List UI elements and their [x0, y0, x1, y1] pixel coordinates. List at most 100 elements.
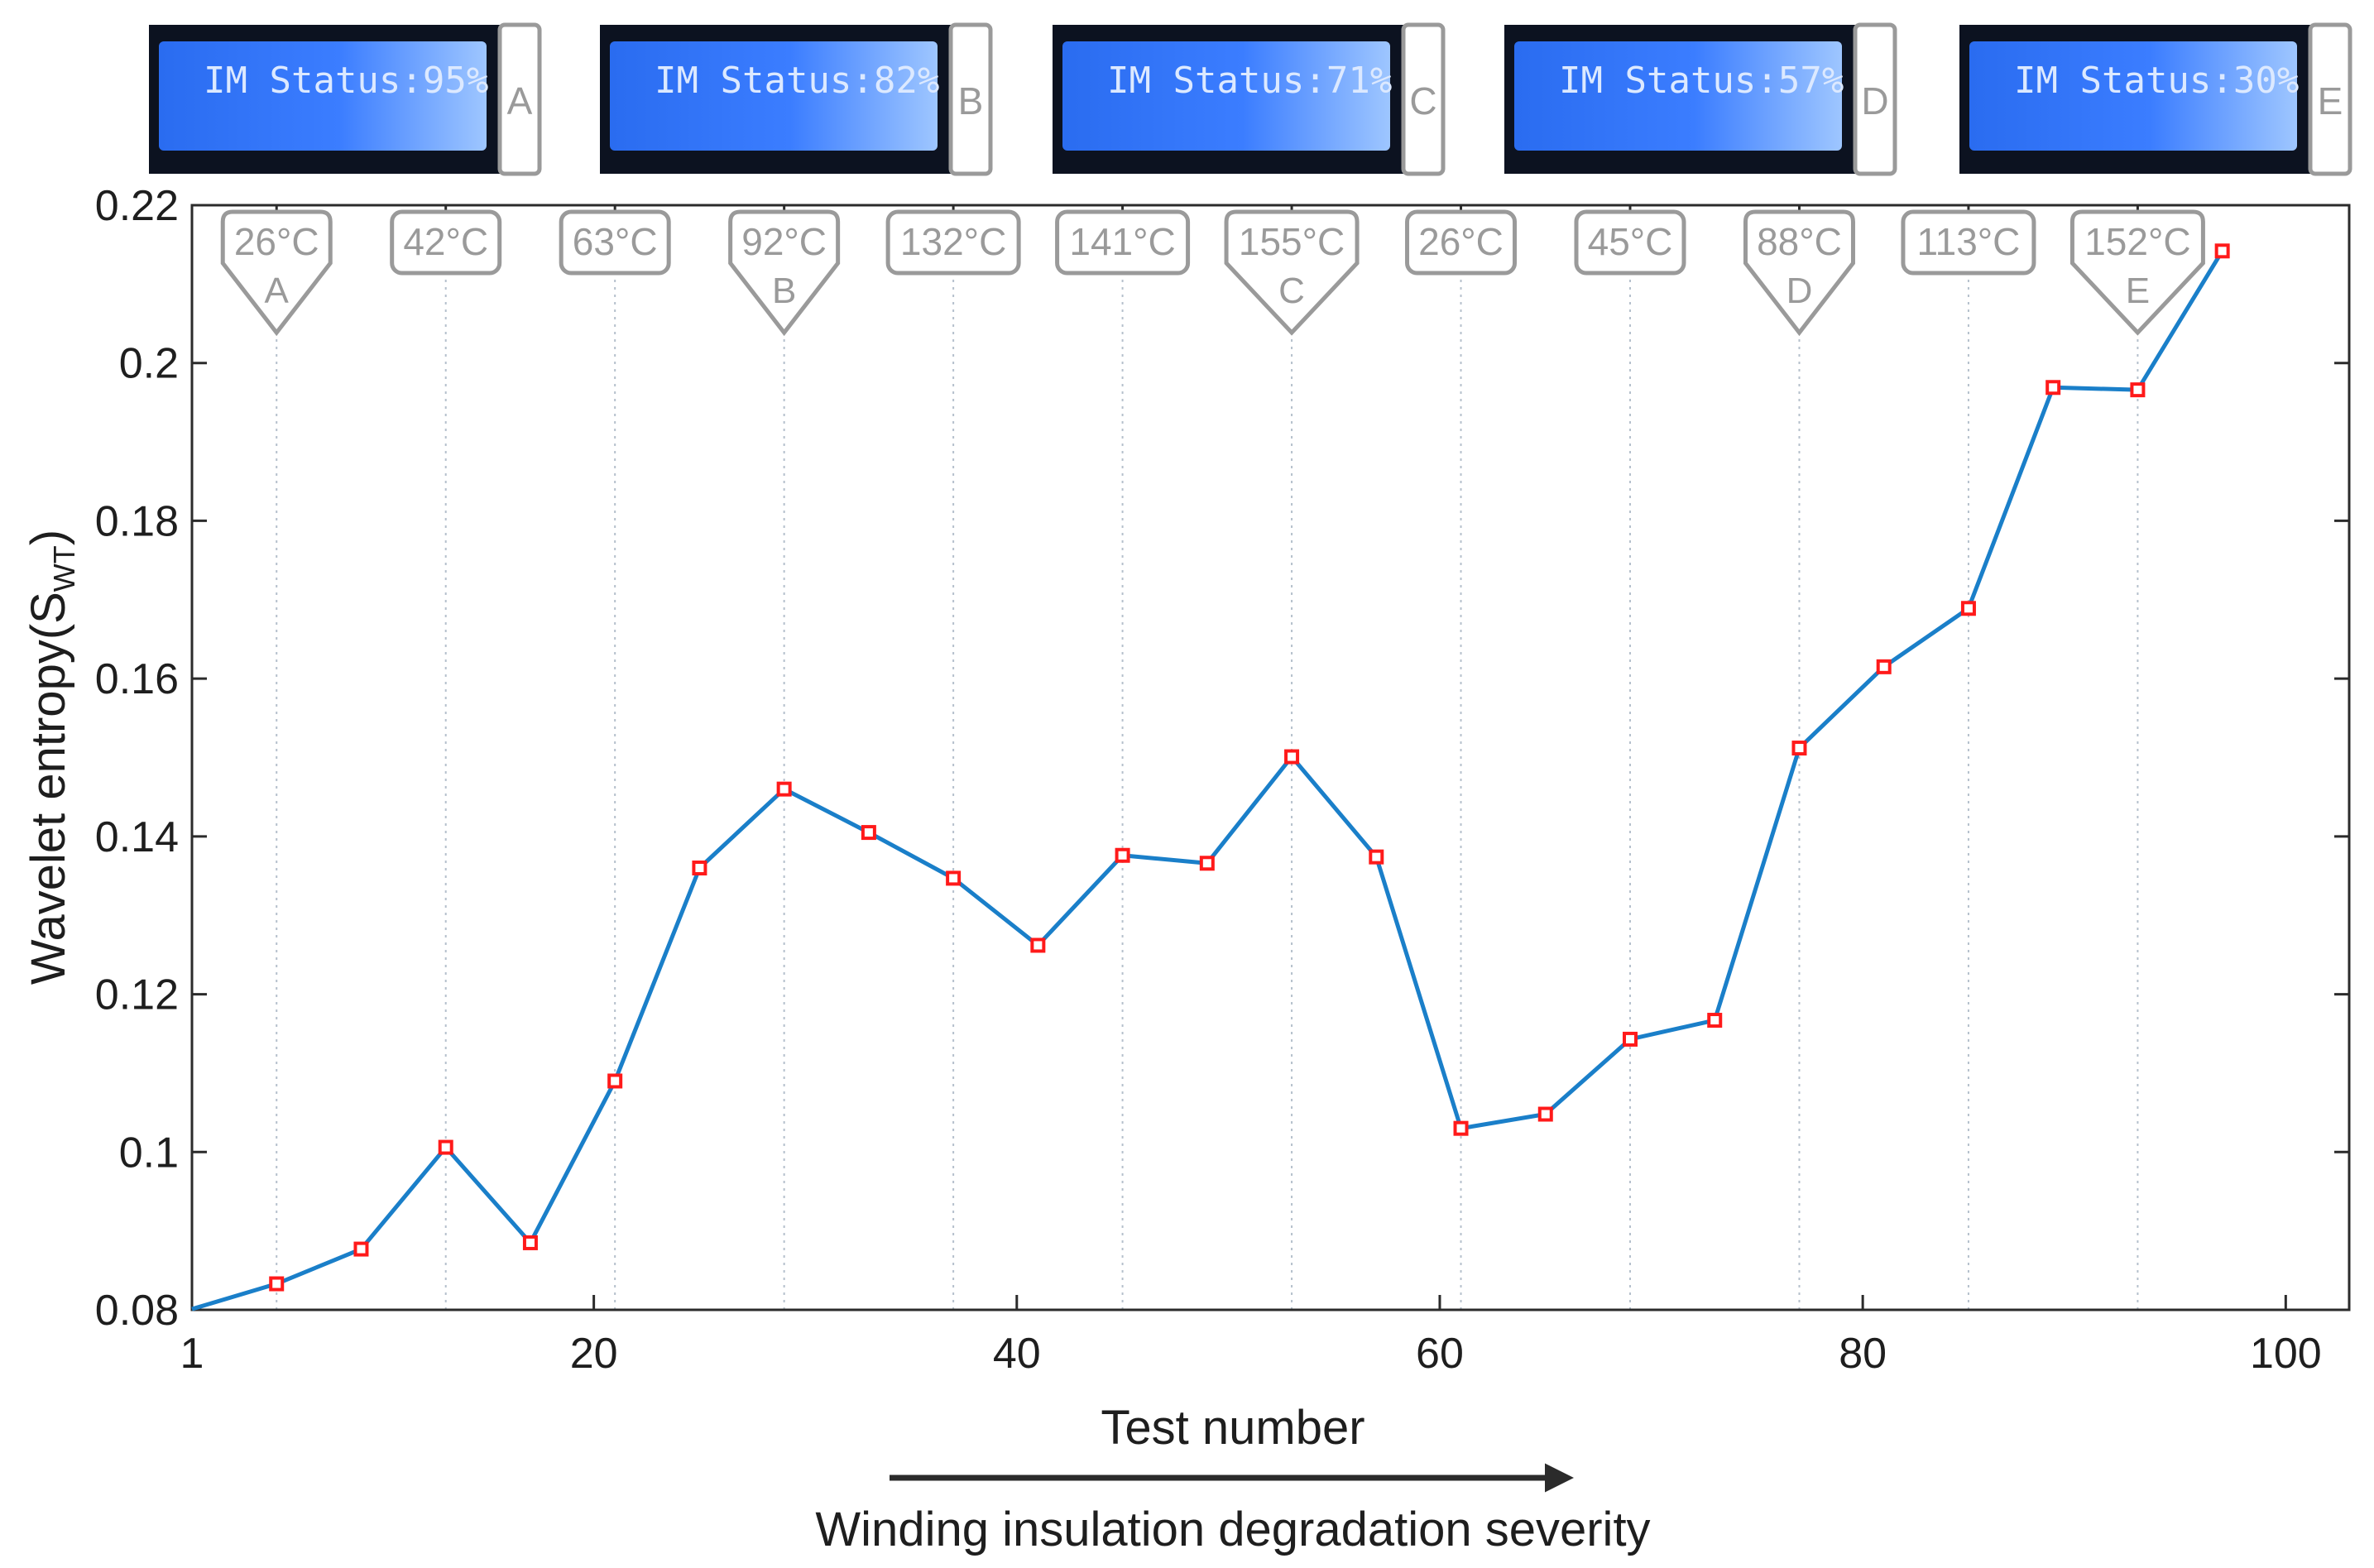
y-tick-label: 0.18: [95, 497, 179, 545]
annotation-temperature-label: 155°C: [1239, 220, 1345, 263]
temperature-annotation: D 88°C: [1743, 209, 1855, 337]
y-axis-label-subscript: WT: [47, 545, 81, 592]
plot-area-frame: [190, 204, 2351, 1311]
temperature-annotations: A 26°C 42°C 63°C B 92°C 132°C 141°C C 155°C 26°C 45…: [220, 209, 2205, 337]
annotation-temperature-label: 92°C: [741, 220, 827, 263]
lcd-letter-tab: [497, 22, 542, 176]
lcd-status-text: IM Status:30%: [2014, 60, 2299, 102]
annotation-temperature-label: 45°C: [1588, 220, 1673, 263]
lcd-letter-tab: [2308, 22, 2352, 176]
annotation-pointer-box: [728, 209, 841, 337]
y-tick-label: 0.08: [95, 1287, 179, 1335]
y-tick-label: 0.16: [95, 655, 179, 703]
annotation-box: [1405, 209, 1518, 276]
lcd-screen: [1514, 41, 1842, 151]
x-tick-label: 100: [2250, 1330, 2322, 1378]
annotation-stage-letter: D: [1786, 271, 1813, 311]
vertical-grid-lines: [275, 205, 2139, 1310]
temperature-annotation: 42°C: [390, 209, 502, 276]
data-point-marker: [1284, 749, 1300, 765]
data-point-marker: [607, 1073, 623, 1089]
temperature-annotation: 63°C: [559, 209, 671, 276]
annotation-temperature-label: 88°C: [1757, 220, 1842, 263]
annotation-box: [1055, 209, 1191, 276]
data-point-marker: [2214, 243, 2230, 259]
x-axis-ticks: 1 20 40 60 80 100: [180, 1295, 2322, 1378]
annotation-temperature-label: 113°C: [1916, 220, 2020, 263]
series-line-wavelet-entropy: [191, 250, 2224, 1311]
annotation-box: [1574, 209, 1686, 276]
y-tick-label: 0.22: [95, 182, 179, 230]
temperature-annotation: A 26°C: [220, 209, 333, 337]
data-point-marker: [2130, 382, 2146, 398]
annotation-temperature-label: 141°C: [1069, 220, 1175, 263]
lcd-status-text: IM Status:82%: [655, 60, 939, 102]
data-point-marker: [522, 1235, 538, 1250]
y-tick-label: 0.1: [119, 1129, 179, 1177]
annotation-temperature-label: 132°C: [900, 220, 1006, 263]
lcd-stage-letter: B: [958, 79, 984, 122]
y-tick-label: 0.14: [95, 813, 179, 861]
annotation-temperature-label: 26°C: [1418, 220, 1504, 263]
data-point-marker: [438, 1139, 453, 1155]
data-point-marker: [1115, 847, 1130, 863]
data-point-marker: [1453, 1120, 1469, 1136]
lcd-panel-d: IM Status:57% D: [1504, 22, 1897, 176]
x-tick-label: 80: [1839, 1330, 1887, 1378]
data-point-marker: [1199, 856, 1215, 871]
lcd-status-text: IM Status:57%: [1559, 60, 1844, 102]
lcd-letter-tab: [948, 22, 993, 176]
lcd-status-text: IM Status:71%: [1107, 60, 1392, 102]
data-markers: [269, 243, 2230, 1292]
y-axis-label: Wavelet entropy(SWT): [22, 530, 81, 985]
data-point-marker: [1369, 849, 1384, 865]
lcd-screen: [1969, 41, 2297, 151]
lcd-stage-letter: D: [1861, 79, 1888, 122]
lcd-panels: IM Status:95% A IM Status:82% B IM Status:71…: [149, 22, 2352, 176]
temperature-annotation: 113°C: [1901, 209, 2036, 276]
data-point-marker: [861, 825, 876, 841]
annotation-stage-letter: B: [772, 271, 796, 311]
annotation-box: [885, 209, 1021, 276]
lcd-stage-letter: E: [2318, 79, 2343, 122]
data-point-marker: [269, 1276, 285, 1292]
annotation-pointer-box: [220, 209, 333, 337]
x-axis-label: Test number: [1101, 1401, 1364, 1455]
annotation-temperature-label: 26°C: [234, 220, 319, 263]
annotation-temperature-label: 63°C: [573, 220, 658, 263]
lcd-stage-letter: A: [507, 79, 533, 122]
lcd-screen: [1062, 41, 1390, 151]
degradation-arrow-label: Winding insulation degradation severity: [815, 1503, 1650, 1556]
lcd-panel-c: IM Status:71% C: [1053, 22, 1446, 176]
temperature-annotation: 26°C: [1405, 209, 1518, 276]
x-tick-label: 40: [993, 1330, 1041, 1378]
temperature-annotation: B 92°C: [728, 209, 841, 337]
data-point-marker: [1030, 937, 1046, 953]
lcd-screen: [159, 41, 487, 151]
y-tick-label: 0.12: [95, 971, 179, 1019]
data-point-marker: [1707, 1013, 1723, 1029]
data-point-marker: [353, 1241, 369, 1257]
data-point-marker: [1960, 601, 1976, 616]
annotation-box: [1901, 209, 2036, 276]
data-point-marker: [1623, 1031, 1638, 1047]
lcd-panel-b: IM Status:82% B: [600, 22, 993, 176]
annotation-temperature-label: 42°C: [403, 220, 488, 263]
data-point-marker: [1876, 659, 1892, 674]
x-tick-label: 60: [1416, 1330, 1464, 1378]
lcd-letter-tab: [1853, 22, 1897, 176]
data-point-marker: [1537, 1106, 1553, 1122]
annotation-temperature-label: 152°C: [2084, 220, 2190, 263]
x-tick-label: 20: [570, 1330, 618, 1378]
lcd-screen: [610, 41, 938, 151]
annotation-pointer-box: [1224, 209, 1360, 336]
temperature-annotation: 141°C: [1055, 209, 1191, 276]
y-axis-label-main: Wavelet entropy(S: [22, 592, 75, 985]
lcd-letter-tab: [1401, 22, 1446, 176]
lcd-panel-a: IM Status:95% A: [149, 22, 542, 176]
annotation-pointer-box: [1743, 209, 1855, 337]
y-tick-label: 0.2: [119, 340, 179, 388]
annotation-box: [559, 209, 671, 276]
x-tick-label: 1: [180, 1330, 204, 1378]
